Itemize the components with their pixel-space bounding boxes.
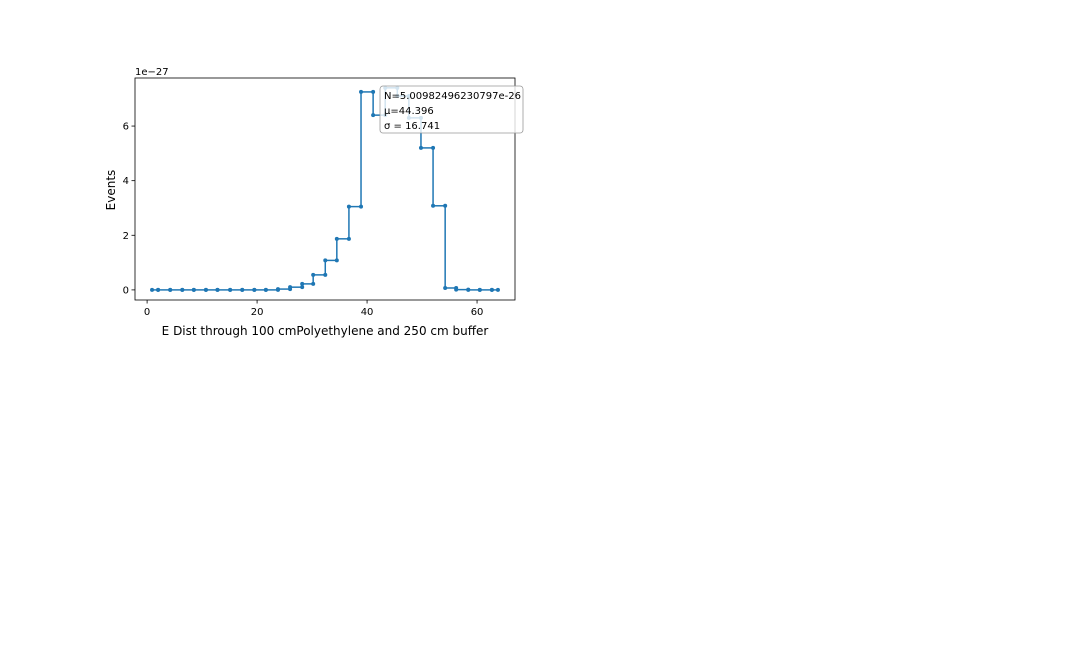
marker <box>311 272 316 277</box>
marker <box>495 287 500 292</box>
marker <box>443 285 448 290</box>
y-axis-label: Events <box>104 170 118 211</box>
x-tick-label: 20 <box>251 307 264 318</box>
plot-area <box>134 77 516 301</box>
legend: N=5.00982496230797e-26 μ=44.396 σ = 16.741 <box>379 85 524 134</box>
marker <box>288 285 293 290</box>
y-tick-label: 2 <box>123 231 129 242</box>
marker <box>263 287 268 292</box>
legend-box <box>379 85 524 134</box>
y-tick-label: 0 <box>123 285 129 296</box>
marker <box>240 287 245 292</box>
y-tick-label: 4 <box>123 176 129 187</box>
x-axis-label: E Dist through 100 cmPolyethylene and 25… <box>162 324 489 338</box>
x-tick-label: 0 <box>144 307 150 318</box>
marker <box>454 287 459 292</box>
y-offset-label: 1e−27 <box>135 67 169 78</box>
marker <box>346 204 351 209</box>
marker <box>489 287 494 292</box>
marker <box>359 89 364 94</box>
marker <box>300 281 305 286</box>
marker <box>168 287 173 292</box>
legend-entry: N=5.00982496230797e-26 <box>384 91 521 102</box>
marker <box>323 258 328 263</box>
marker <box>275 287 280 292</box>
marker <box>477 287 482 292</box>
legend-entry: μ=44.396 <box>384 106 434 117</box>
x-tick-label: 40 <box>361 307 374 318</box>
marker <box>371 113 376 118</box>
marker <box>156 287 161 292</box>
legend-entry: σ = 16.741 <box>384 121 440 132</box>
y-tick-label: 6 <box>123 122 129 133</box>
marker <box>191 287 196 292</box>
marker <box>150 287 155 292</box>
marker <box>180 287 185 292</box>
marker <box>228 287 233 292</box>
marker <box>466 287 471 292</box>
marker <box>334 236 339 241</box>
marker <box>252 287 257 292</box>
marker <box>203 287 208 292</box>
marker <box>418 145 423 150</box>
x-tick-label: 60 <box>471 307 484 318</box>
marker <box>215 287 220 292</box>
marker <box>431 203 436 208</box>
